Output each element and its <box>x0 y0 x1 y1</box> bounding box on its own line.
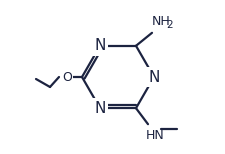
Text: N: N <box>148 69 159 85</box>
Text: 2: 2 <box>165 20 172 30</box>
Text: O: O <box>62 71 72 83</box>
Text: N: N <box>94 101 105 116</box>
Text: NH: NH <box>151 15 170 28</box>
Text: HN: HN <box>145 129 164 142</box>
Text: N: N <box>94 38 105 53</box>
